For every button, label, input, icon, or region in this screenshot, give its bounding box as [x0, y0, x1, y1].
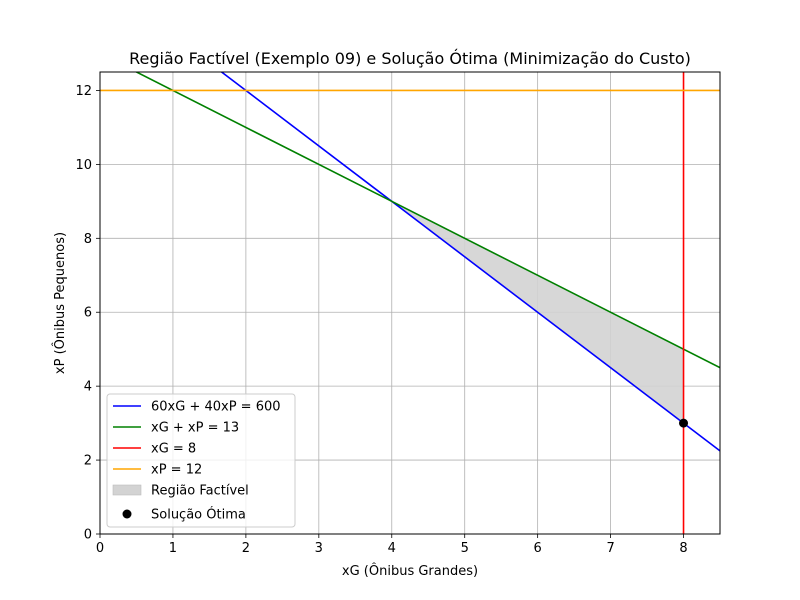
points-layer	[679, 418, 689, 428]
legend-label: xG = 8	[151, 442, 196, 457]
legend-label: xG + xP = 13	[151, 421, 239, 436]
series-line-2	[134, 72, 720, 369]
y-tick-label: 6	[84, 306, 92, 321]
y-tick-label: 10	[75, 158, 92, 173]
y-tick-label: 12	[75, 84, 92, 99]
x-tick-label: 4	[388, 541, 396, 556]
x-tick-label: 6	[534, 541, 542, 556]
legend-label: 60xG + 40xP = 600	[151, 400, 281, 415]
x-axis-label: xG (Ônibus Grandes)	[342, 563, 478, 579]
legend-box	[106, 393, 296, 528]
y-tick-label: 0	[84, 528, 92, 543]
y-tick-label: 4	[84, 380, 92, 395]
x-tick-label: 3	[315, 541, 323, 556]
optimal-solution-point	[679, 418, 689, 428]
y-axis-label: xP (Ônibus Pequenos)	[52, 232, 68, 374]
legend: 60xG + 40xP = 600 xG + xP = 13 xG = 8 xP = …	[106, 393, 296, 528]
legend-swatch-patch	[112, 484, 142, 496]
legend-label: Região Factível	[151, 484, 249, 499]
legend-label: Solução Ótima	[151, 507, 246, 523]
chart-title: Região Factível (Exemplo 09) e Solução Ó…	[129, 49, 691, 68]
x-tick-label: 5	[461, 541, 469, 556]
y-tick-label: 2	[84, 454, 92, 469]
x-tick-label: 0	[96, 541, 104, 556]
series-layer	[100, 72, 720, 534]
x-tick-label: 8	[679, 541, 687, 556]
legend-label: xP = 12	[151, 463, 202, 478]
series-line-1	[220, 72, 720, 452]
x-tick-label: 2	[242, 541, 250, 556]
legend-swatch-marker	[122, 509, 132, 519]
x-tick-label: 1	[169, 541, 177, 556]
plot-frame	[99, 71, 721, 535]
y-tick-label: 8	[84, 232, 92, 247]
x-tick-label: 7	[606, 541, 614, 556]
